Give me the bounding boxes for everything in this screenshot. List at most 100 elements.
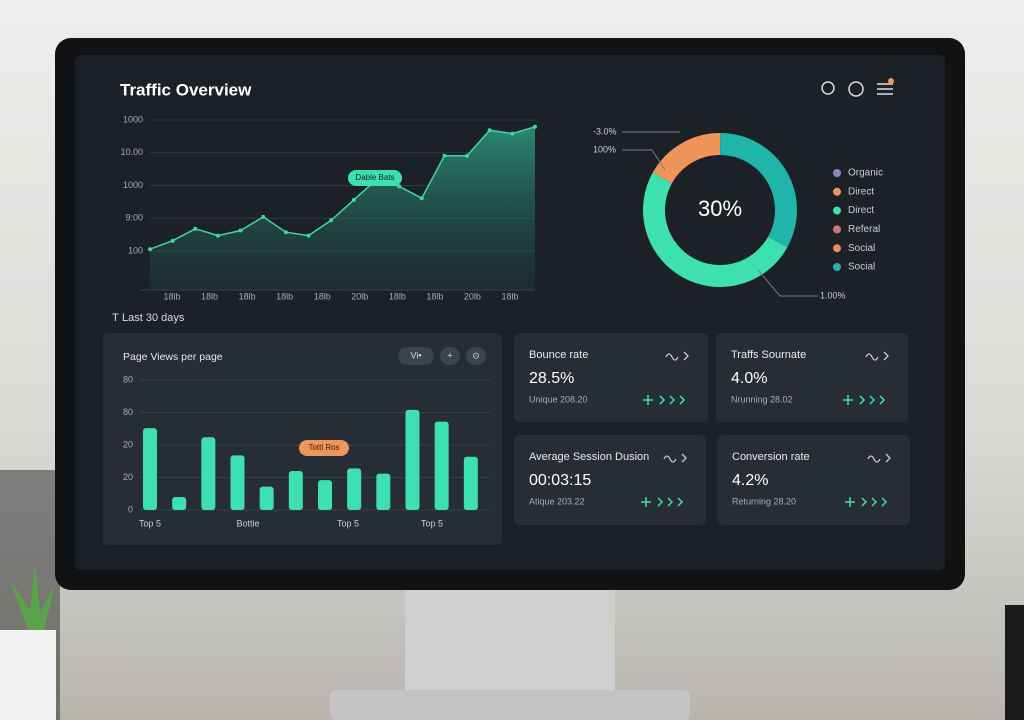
pen-cup (1005, 605, 1024, 720)
bar (259, 486, 274, 510)
y-tick-label: 9:00 (125, 213, 143, 223)
annotation-box (299, 440, 349, 456)
legend-label: Referal (848, 224, 880, 235)
x-tick-label: 18lb (201, 291, 218, 301)
x-tick-label: 20lb (464, 291, 481, 301)
y-tick-label: 80 (123, 407, 133, 417)
monitor-stand (405, 585, 615, 695)
data-point (533, 124, 537, 129)
data-point (419, 196, 424, 201)
legend-label: Direct (848, 186, 874, 197)
panel-button-label[interactable]: + (447, 350, 452, 360)
y-tick-label: 0 (128, 504, 133, 514)
kpi-actions[interactable] (643, 395, 686, 405)
x-tick-label: 18lb (163, 291, 180, 301)
kpi-card[interactable] (514, 333, 708, 422)
kpi-sub: Nrunning 28.02 (731, 394, 793, 404)
bar (230, 455, 245, 510)
period-prefix: T (112, 312, 119, 324)
bar (201, 437, 216, 510)
kpi-trend-icon (867, 453, 891, 463)
y-tick-label: 1000 (123, 180, 143, 190)
data-point (283, 230, 288, 235)
legend-swatch (833, 263, 841, 271)
panel-button[interactable] (398, 347, 434, 365)
callout-line (622, 131, 818, 297)
kpi-trend-icon (663, 453, 687, 463)
callout-label: -3.0% (593, 126, 617, 136)
data-point (215, 233, 220, 238)
annotation: Dable Bats (355, 173, 394, 182)
legend-swatch (833, 169, 841, 177)
bar (434, 421, 449, 510)
bar (463, 456, 478, 510)
kpi-actions[interactable] (845, 497, 888, 507)
x-tick-label: 20lb (351, 291, 368, 301)
data-point (487, 128, 492, 133)
data-point (351, 197, 356, 202)
x-tick-label: 18lb (314, 291, 331, 301)
x-tick-label: 18lb (389, 291, 406, 301)
panel-button-label[interactable]: ⊙ (472, 350, 480, 360)
kpi-actions[interactable] (641, 497, 684, 507)
callout-label: 1.00% (820, 290, 846, 300)
chat-icon[interactable] (848, 81, 864, 97)
data-point (329, 218, 334, 223)
kpi-trend-icon (865, 351, 889, 361)
bar (318, 480, 332, 510)
menu-icon[interactable] (877, 83, 893, 95)
bar (143, 428, 157, 510)
x-tick-label: 18lb (239, 291, 256, 301)
annotation-box (348, 170, 402, 186)
kpi-card[interactable] (716, 333, 908, 422)
y-tick-label: 10.00 (120, 147, 143, 157)
x-tick-label: 18lb (426, 291, 443, 301)
kpi-trend-icon (665, 351, 689, 361)
dashboard-title: Traffic Overview (120, 80, 252, 99)
notification-dot (888, 78, 894, 84)
plant (10, 565, 55, 630)
bar (405, 409, 420, 510)
legend-swatch (833, 244, 841, 253)
y-tick-label: 20 (123, 439, 133, 449)
legend-label: Organic (848, 168, 883, 179)
panel-button-label[interactable]: Vi• (411, 350, 422, 360)
data-point (465, 153, 470, 158)
x-tick-label: Top 5 (421, 518, 443, 528)
legend-label: Social (848, 243, 875, 254)
callout-label: 100% (593, 144, 616, 154)
data-point (238, 228, 243, 233)
data-point (442, 153, 447, 158)
legend-label: Direct (848, 205, 874, 216)
panel-title: Page Views per page (123, 351, 223, 363)
legend-swatch (833, 206, 841, 215)
panel-button[interactable] (440, 347, 460, 365)
plant-pot (0, 630, 56, 720)
kpi-card[interactable] (717, 435, 910, 525)
kpi-sub: Atique 203.22 (529, 496, 585, 506)
y-tick-label: 1000 (123, 114, 143, 124)
kpi-value: 28.5% (529, 370, 574, 387)
bar (172, 497, 187, 510)
kpi-value: 4.2% (732, 472, 768, 489)
kpi-card[interactable] (514, 435, 706, 525)
legend-label: Social (848, 262, 875, 273)
kpi-actions[interactable] (843, 395, 886, 405)
user-icon[interactable] (821, 81, 835, 95)
y-tick-label: 100 (128, 245, 143, 255)
kpi-label: Traffs Sournate (731, 349, 806, 361)
data-point (306, 233, 311, 238)
panel-button[interactable] (466, 347, 486, 365)
x-tick-label: Bottie (236, 518, 259, 528)
x-tick-label: 18lb (501, 291, 518, 301)
legend-swatch (833, 225, 841, 234)
data-point (148, 247, 152, 252)
kpi-sub: Unique 208.20 (529, 394, 588, 404)
data-point (510, 131, 515, 136)
stand-base (330, 690, 690, 720)
legend-swatch (833, 187, 841, 196)
x-tick-label: 18lb (276, 291, 293, 301)
data-point (397, 184, 402, 189)
